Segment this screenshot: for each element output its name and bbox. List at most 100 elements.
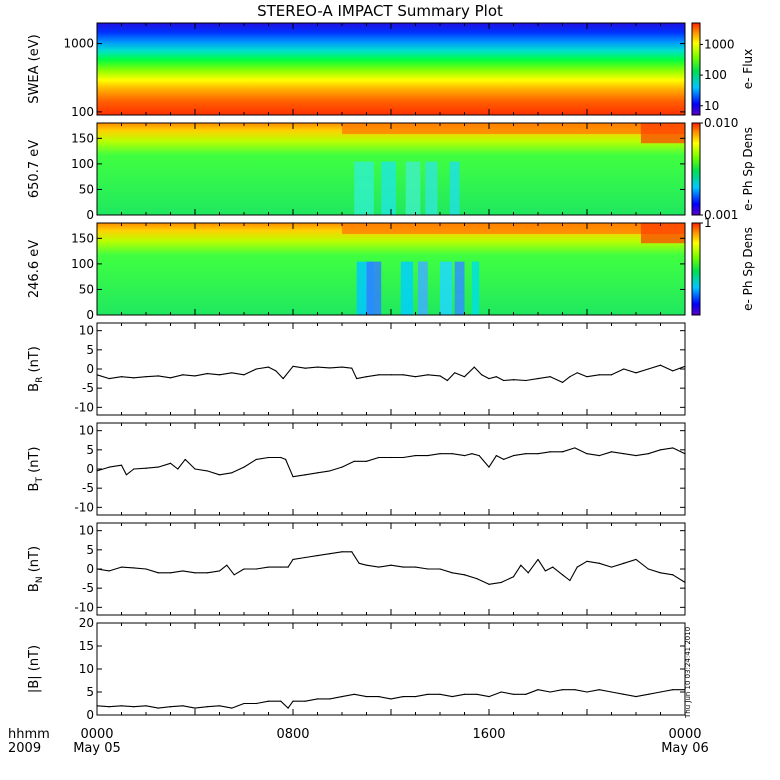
bt-point: [672, 447, 674, 449]
bn-point: [586, 560, 588, 562]
br-point: [304, 367, 306, 369]
bt-point: [133, 468, 135, 470]
bn-point: [351, 551, 353, 553]
br-point: [145, 376, 147, 378]
bmag-point: [287, 707, 289, 709]
y-tick-label: 5: [86, 343, 94, 357]
y-axis-label: BN (nT): [27, 546, 45, 592]
bt-point: [365, 460, 368, 462]
bt-point: [427, 454, 429, 457]
y-tick-label: -5: [82, 581, 94, 595]
bt-point: [184, 458, 186, 461]
colorbar-tick-label: 100: [704, 68, 727, 82]
y-tick-label: 10: [79, 424, 94, 438]
br-point: [635, 372, 637, 374]
bmag-point: [329, 698, 331, 700]
bt-point: [177, 468, 179, 470]
bmag-point: [414, 696, 417, 698]
y-tick-label: -5: [82, 381, 94, 395]
bn-point: [520, 564, 522, 566]
br-point: [356, 377, 358, 380]
bmag-point: [512, 693, 515, 695]
bn-point: [226, 564, 228, 566]
br-point: [282, 377, 284, 380]
spectrogram-column: [417, 261, 428, 315]
br-point: [561, 381, 564, 384]
bn-point: [292, 558, 294, 561]
spectrogram-band: [640, 123, 685, 144]
bmag-point: [133, 706, 135, 708]
br-point: [292, 365, 294, 367]
br-point: [549, 376, 551, 378]
bmag-point: [647, 693, 649, 695]
bn-point: [358, 562, 360, 564]
bt-point: [108, 466, 110, 468]
bn-point: [500, 581, 502, 584]
bt-point: [598, 454, 600, 457]
br-point: [96, 374, 98, 376]
bmag-point: [390, 698, 392, 700]
colorbar-gradient: [691, 122, 701, 216]
bt-point: [684, 453, 686, 455]
bt-point: [390, 456, 392, 459]
bt-point: [255, 458, 257, 461]
y-tick-label: 20: [79, 616, 94, 630]
colorbar-tick-label: 1000: [704, 37, 735, 51]
y-tick-label: 10: [79, 662, 94, 676]
spectrogram-image: [97, 23, 685, 115]
y-tick-label: 0: [86, 308, 94, 322]
bn-point: [544, 570, 546, 572]
br-point: [275, 370, 277, 372]
bmag-point: [96, 705, 98, 707]
bmag-point: [243, 702, 245, 705]
x-tick-label: 0000: [668, 727, 701, 742]
y-tick-label: 150: [71, 131, 94, 145]
bn-point: [390, 564, 392, 566]
br-point: [525, 379, 527, 382]
colorbar-label: e- Flux: [741, 49, 755, 89]
bt-point: [610, 451, 613, 453]
bn-point: [206, 572, 208, 574]
bn-point: [169, 572, 172, 574]
bmag-point: [157, 707, 159, 709]
bt-point: [512, 454, 515, 457]
y-axis-label: 246.6 eV: [27, 240, 42, 298]
br-point: [473, 366, 475, 368]
bn-point: [108, 570, 110, 572]
br-point: [365, 376, 368, 378]
creation-stamp: Thu Jun 10 03:24:41 2010: [684, 627, 692, 719]
br-point: [182, 374, 184, 376]
bn-point: [598, 562, 600, 564]
colorbar-tick-label: 10: [704, 99, 719, 113]
bn-point: [569, 579, 571, 582]
bn-point: [329, 553, 331, 555]
br-point: [684, 365, 686, 367]
x-year-label: 2009: [8, 741, 41, 756]
colorbar-label: e- Ph Sp Dens: [741, 127, 755, 211]
br-point: [446, 379, 448, 382]
bmag-point: [341, 696, 343, 698]
spectrogram-column: [425, 161, 438, 215]
spectrogram-field: [97, 23, 685, 115]
y-tick-label: 50: [79, 182, 94, 196]
y-tick-label: 50: [79, 282, 94, 296]
bt-point: [341, 466, 343, 468]
chart-title: STEREO-A IMPACT Summary Plot: [257, 2, 503, 20]
x-format-label: hhmm: [8, 727, 50, 742]
y-tick-label: 150: [71, 231, 94, 245]
bmag-point: [463, 693, 466, 695]
bn-point: [672, 574, 674, 576]
bn-point: [552, 566, 554, 568]
br-point: [576, 372, 578, 374]
bmag-point: [120, 705, 123, 707]
br-point: [647, 368, 649, 370]
br-point: [488, 377, 490, 380]
br-point: [329, 367, 331, 369]
x-tick-label: 0000: [80, 727, 113, 742]
panel-frame: [96, 322, 686, 416]
bn-point: [684, 581, 686, 584]
bt-point: [292, 476, 294, 478]
bn-point: [182, 570, 184, 572]
br-point: [495, 376, 497, 378]
